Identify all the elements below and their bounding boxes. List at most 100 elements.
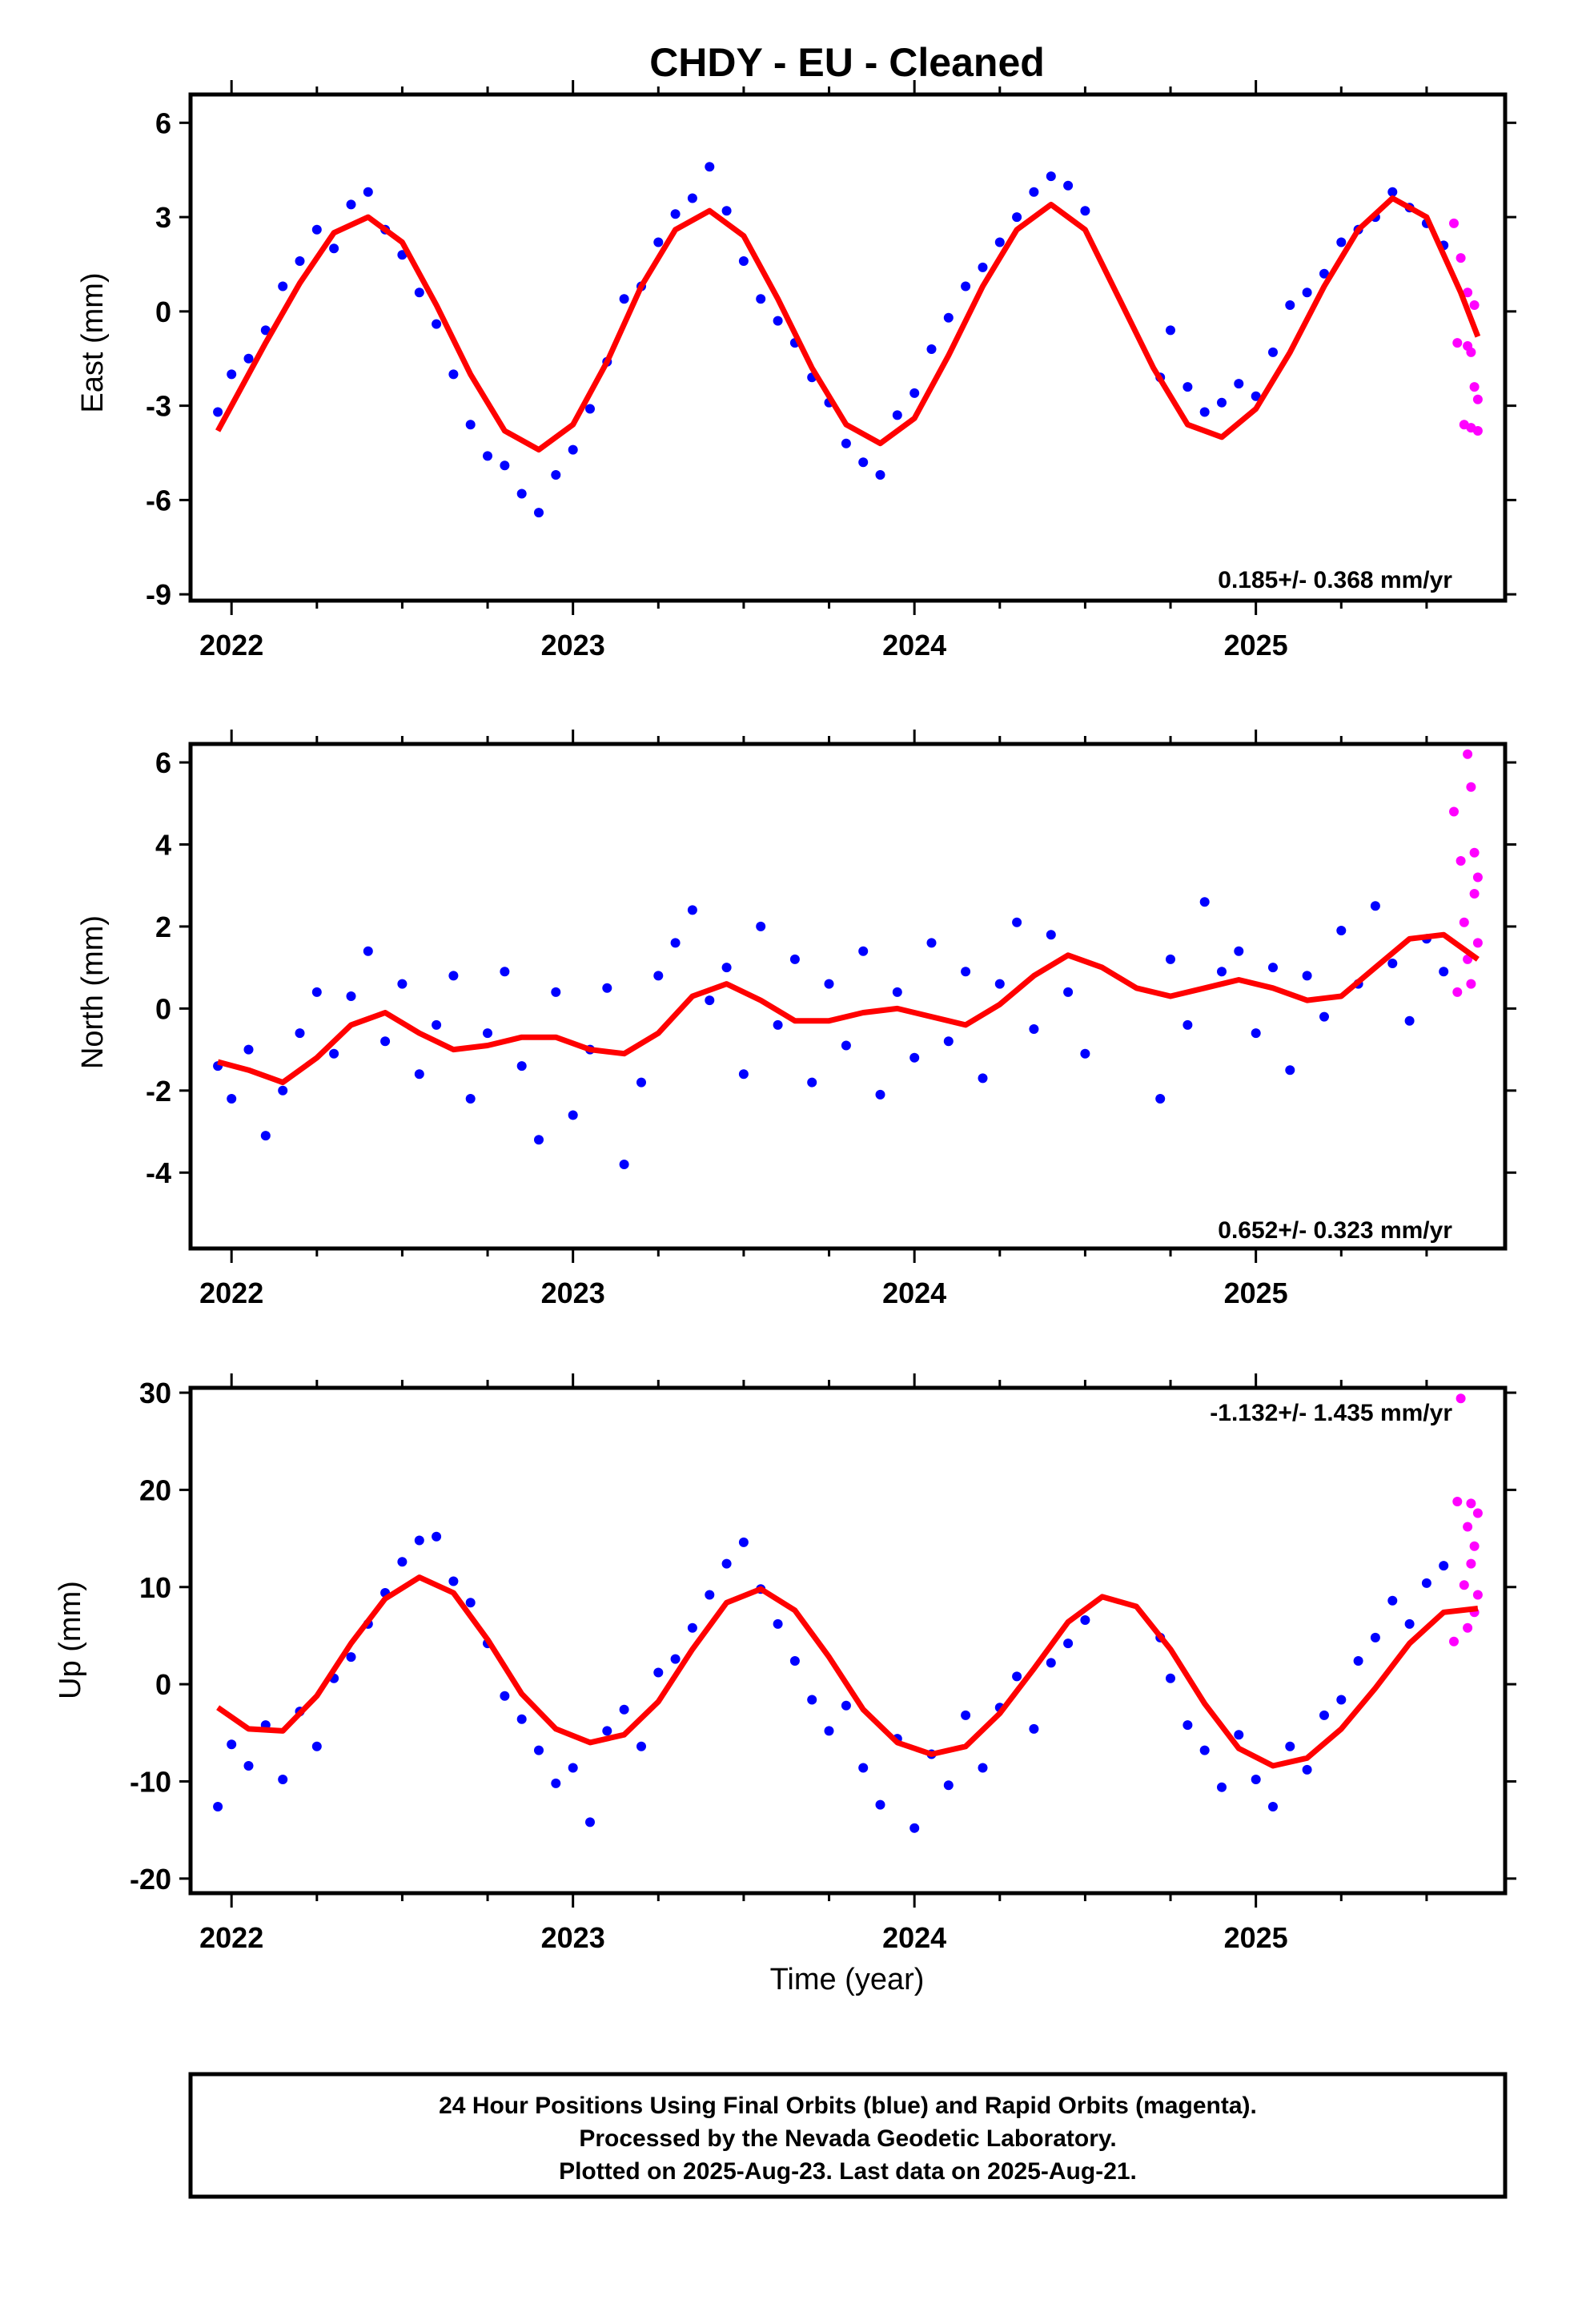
final-orbit-point (687, 193, 697, 203)
final-orbit-point (636, 1077, 646, 1088)
final-orbit-point (278, 1085, 288, 1096)
rapid-orbit-point (1449, 806, 1459, 817)
model-curve-east (215, 195, 1481, 453)
y-tick-label: 3 (155, 201, 171, 234)
final-orbit-point (858, 946, 869, 956)
final-orbit-point (1012, 917, 1022, 927)
rapid-orbit-point (1469, 300, 1480, 310)
final-orbit-point (961, 281, 971, 292)
y-tick-label: 30 (139, 1377, 171, 1409)
final-orbit-point (1439, 967, 1449, 977)
final-orbit-point (1319, 268, 1329, 279)
final-orbit-point (1182, 1720, 1193, 1731)
final-orbit-point (432, 319, 442, 329)
final-orbit-point (243, 1761, 254, 1771)
x-tick-label: 2022 (199, 629, 263, 661)
final-orbit-point (380, 1036, 391, 1047)
final-orbit-point (721, 963, 732, 973)
footer-line-3: Plotted on 2025-Aug-23. Last data on 202… (559, 2158, 1137, 2185)
final-orbit-point (687, 905, 697, 915)
final-orbit-point (875, 470, 885, 480)
final-orbit-point (653, 971, 664, 981)
final-orbit-point (465, 420, 476, 430)
x-tick-label: 2023 (541, 1277, 605, 1309)
final-orbit-point (311, 224, 322, 235)
final-orbit-point (432, 1019, 442, 1030)
final-orbit-point (465, 1598, 476, 1608)
final-orbit-point (1302, 971, 1312, 981)
final-orbit-point (841, 1040, 851, 1051)
rapid-orbit-point (1449, 218, 1459, 228)
final-orbit-point (1046, 930, 1056, 940)
final-orbit-point (619, 1704, 629, 1715)
rapid-orbit-point (1463, 287, 1473, 298)
final-orbit-point (1268, 1802, 1278, 1811)
rapid-orbit-point (1449, 1636, 1459, 1647)
final-orbit-point (1439, 1561, 1449, 1571)
y-tick-label: -10 (130, 1765, 171, 1798)
final-orbit-point (807, 1077, 817, 1088)
rapid-orbit-point (1472, 394, 1483, 404)
final-orbit-point (1046, 1658, 1056, 1668)
final-orbit-point (1251, 1775, 1261, 1784)
final-orbit-point (397, 1557, 408, 1567)
final-orbit-point (1080, 206, 1090, 216)
final-orbit-point (1029, 1024, 1039, 1034)
final-orbit-point (329, 243, 339, 254)
x-tick-label: 2025 (1224, 1277, 1288, 1309)
y-tick-label: -2 (146, 1075, 171, 1108)
rapid-orbit-point (1463, 1522, 1473, 1532)
final-orbit-point (1370, 901, 1380, 911)
final-orbit-point (534, 1135, 544, 1145)
final-orbit-point (670, 1654, 681, 1664)
final-orbit-point (1421, 1578, 1431, 1588)
final-orbit-point (311, 1741, 322, 1751)
final-orbit-point (738, 1537, 749, 1547)
plot-frame-up (188, 1385, 1508, 1896)
final-orbit-point (773, 316, 783, 326)
final-orbit-point (926, 938, 937, 948)
final-orbit-point (1302, 1764, 1312, 1775)
rapid-orbit-point (1466, 782, 1476, 792)
rapid-orbit-point (1456, 856, 1466, 866)
final-orbit-point (414, 1069, 424, 1080)
rapid-orbit-point (1472, 426, 1483, 436)
final-orbit-point (346, 199, 356, 210)
final-orbit-point (858, 457, 869, 468)
final-orbit-point (1063, 1638, 1074, 1649)
final-orbit-point (295, 256, 305, 266)
final-orbit-point (1251, 1028, 1261, 1039)
final-orbit-point (619, 1160, 629, 1169)
y-tick-label: 0 (155, 992, 171, 1025)
rapid-orbit-point (1472, 872, 1483, 883)
final-orbit-point (213, 407, 223, 417)
x-tick-label: 2024 (882, 1277, 946, 1309)
final-orbit-point (1029, 187, 1039, 197)
x-tick-label: 2024 (882, 629, 946, 661)
final-orbit-point (926, 344, 937, 354)
x-tick-label: 2022 (199, 1277, 263, 1309)
final-orbit-point (636, 1741, 646, 1751)
final-orbit-point (448, 971, 459, 981)
final-orbit-point (1063, 987, 1074, 997)
plot-area-east: -9 -6 -3 0 3 6 2022 2023 2024 2025 (146, 80, 1516, 661)
final-orbit-point (1319, 1011, 1329, 1022)
panel-up: -20 -10 0 10 20 30 2022 2023 2024 2025 -1.132+/- … (54, 1373, 1516, 1954)
final-orbit-point (858, 1763, 869, 1773)
final-orbit-point (943, 1780, 954, 1791)
rapid-orbit-point (1466, 347, 1476, 357)
rapid-orbit-point (1463, 1622, 1473, 1633)
final-orbit-point (1217, 397, 1227, 408)
final-orbit-point (278, 1775, 288, 1784)
final-orbit-point (705, 995, 715, 1006)
final-orbit-point (1234, 379, 1244, 389)
final-orbit-point (892, 410, 902, 420)
final-orbit-point (329, 1048, 339, 1059)
final-orbit-point (1182, 1019, 1193, 1030)
final-orbit-point (1166, 1673, 1175, 1683)
final-orbit-point (227, 1739, 237, 1750)
plot-area-up: -20 -10 0 10 20 30 2022 2023 2024 2025 (130, 1373, 1516, 1954)
rate-label-east: 0.185+/- 0.368 mm/yr (1218, 567, 1452, 593)
y-tick-label: 10 (139, 1571, 171, 1604)
